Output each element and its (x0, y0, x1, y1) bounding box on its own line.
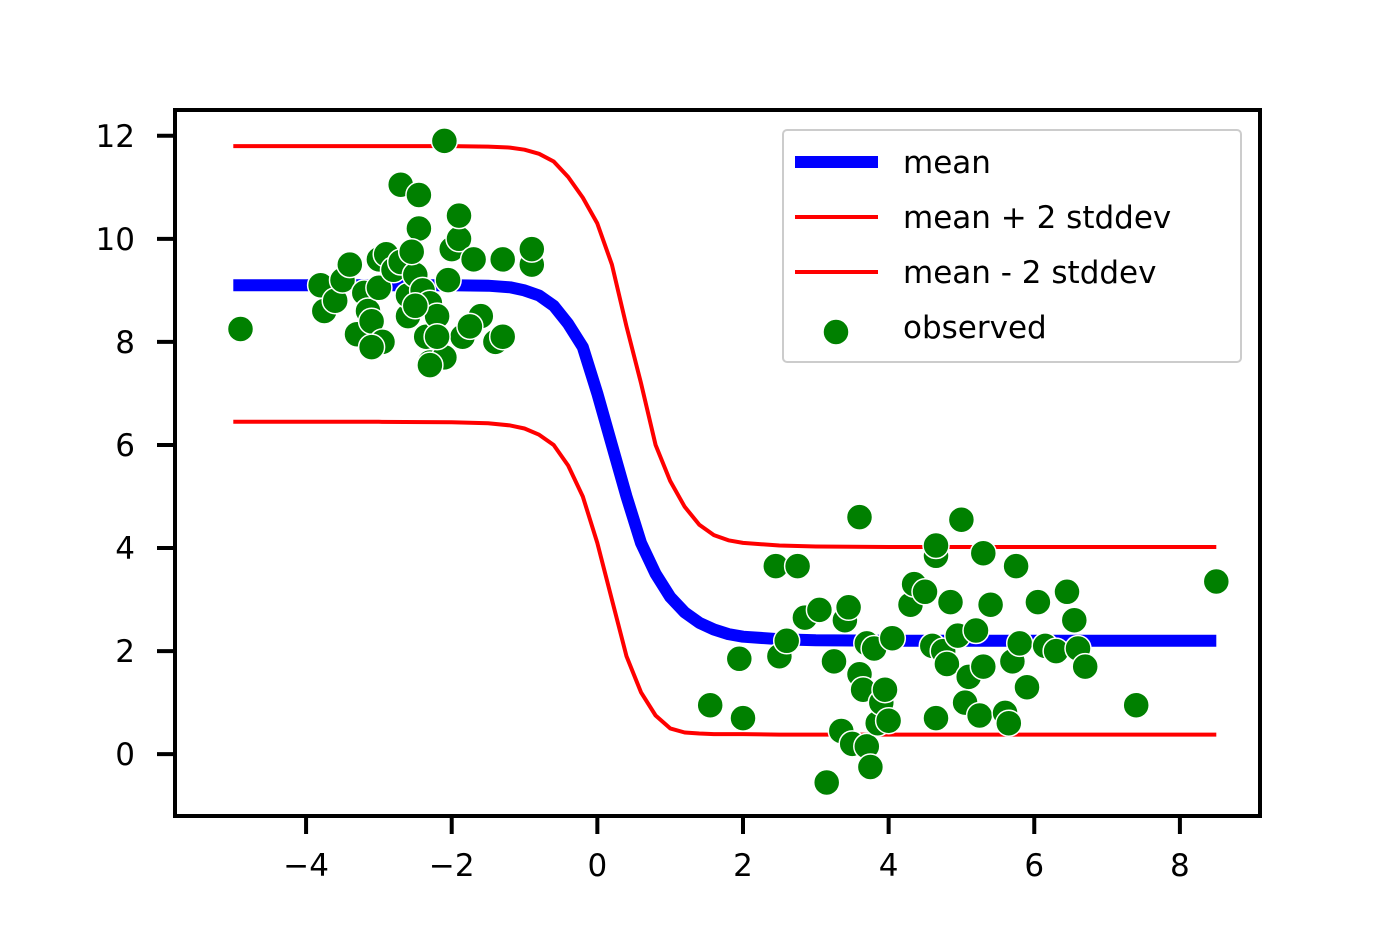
observed-point (405, 181, 433, 209)
observed-point (834, 593, 863, 622)
y-tick-label: 6 (115, 428, 135, 464)
x-tick-label: 4 (879, 848, 899, 884)
observed-point (871, 675, 899, 704)
y-tick-label: 2 (115, 634, 135, 670)
observed-point (336, 250, 364, 279)
observed-point (922, 531, 950, 560)
observed-point (1060, 606, 1089, 634)
x-tick-label: 0 (587, 848, 607, 884)
observed-point (812, 768, 841, 797)
observed-point (922, 704, 950, 732)
observed-point (488, 245, 517, 274)
x-tick-label: −4 (283, 848, 329, 884)
observed-point (434, 266, 462, 294)
x-tick-label: −2 (429, 848, 475, 884)
observed-point (856, 753, 885, 781)
legend-swatch-marker (822, 318, 850, 346)
observed-point (1005, 629, 1034, 658)
observed-point (878, 624, 907, 652)
observed-point (772, 627, 801, 655)
observed-point (445, 201, 473, 230)
observed-point (969, 539, 998, 567)
observed-point (1202, 567, 1231, 596)
observed-point (423, 322, 451, 351)
observed-point (226, 315, 255, 343)
series-line-mean (233, 279, 1217, 647)
observed-point (874, 706, 903, 735)
x-axis: −4 −2 0 2 4 6 8 (283, 816, 1190, 884)
observed-point (947, 505, 976, 534)
observed-point (969, 652, 998, 681)
observed-point (933, 650, 961, 678)
legend-box (782, 129, 1242, 363)
observed-point (995, 709, 1023, 737)
y-tick-label: 12 (96, 119, 135, 155)
observed-point (962, 616, 990, 645)
observed-point (729, 704, 757, 732)
legend-label: mean (903, 145, 991, 181)
observed-point (1122, 691, 1150, 719)
observed-point (1002, 552, 1030, 580)
series-line-upper-bound (233, 144, 1217, 549)
observed-point (1071, 652, 1099, 681)
x-tick-label: 6 (1024, 848, 1044, 884)
observed-point (357, 333, 386, 361)
observed-point (416, 351, 444, 379)
observed-point (936, 588, 965, 616)
scatter-layer (226, 127, 1231, 797)
observed-point (1013, 673, 1041, 701)
observed-point (365, 274, 393, 302)
observed-point (1024, 588, 1052, 616)
observed-point (805, 596, 834, 624)
observed-point (401, 292, 430, 320)
observed-point (430, 127, 459, 155)
observed-point (820, 647, 848, 676)
observed-point (459, 245, 488, 274)
observed-point (518, 235, 546, 263)
observed-point (456, 312, 484, 341)
observed-point (488, 322, 517, 351)
y-tick-label: 10 (96, 222, 135, 258)
observed-point (783, 552, 812, 580)
observed-point (911, 578, 939, 606)
x-tick-label: 2 (733, 848, 753, 884)
legend-label: mean + 2 stddev (903, 200, 1171, 236)
observed-point (397, 237, 426, 266)
y-tick-label: 8 (115, 325, 135, 361)
observed-point (965, 701, 994, 730)
y-axis: 0 2 4 6 8 10 12 (96, 119, 175, 773)
observed-point (696, 691, 724, 719)
legend: mean mean + 2 stddev mean - 2 stddev observ… (782, 129, 1242, 363)
observed-point (725, 645, 754, 673)
legend-label: mean - 2 stddev (903, 255, 1156, 291)
y-tick-label: 4 (115, 531, 135, 567)
y-tick-label: 0 (115, 737, 135, 773)
observed-point (845, 503, 874, 531)
observed-point (976, 590, 1005, 619)
observed-point (405, 214, 433, 243)
observed-point (1053, 578, 1081, 606)
plot-frame (173, 108, 1262, 818)
legend-label: observed (903, 310, 1047, 346)
x-tick-label: 8 (1170, 848, 1190, 884)
